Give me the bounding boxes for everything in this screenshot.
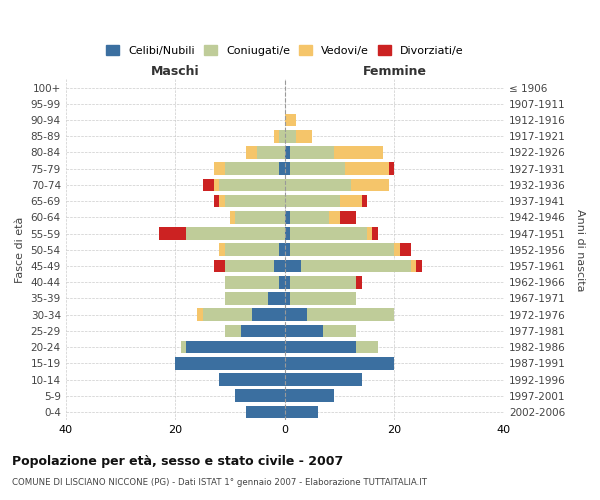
Bar	[285, 130, 296, 142]
Bar	[219, 178, 285, 192]
Y-axis label: Fasce di età: Fasce di età	[15, 216, 25, 283]
Bar	[356, 276, 362, 288]
Bar	[224, 260, 274, 272]
Bar	[340, 195, 362, 207]
Bar	[280, 162, 285, 175]
Bar	[290, 211, 329, 224]
Bar	[235, 390, 285, 402]
Text: COMUNE DI LISCIANO NICCONE (PG) - Dati ISTAT 1° gennaio 2007 - Elaborazione TUTT: COMUNE DI LISCIANO NICCONE (PG) - Dati I…	[12, 478, 427, 487]
Bar	[367, 228, 373, 240]
Text: Popolazione per età, sesso e stato civile - 2007: Popolazione per età, sesso e stato civil…	[12, 455, 343, 468]
Bar	[274, 260, 285, 272]
Bar	[285, 178, 350, 192]
Bar	[224, 324, 241, 337]
Bar	[285, 308, 307, 321]
Bar	[175, 357, 285, 370]
Bar	[285, 292, 290, 305]
Bar	[285, 341, 356, 353]
Bar	[362, 195, 367, 207]
Text: Maschi: Maschi	[151, 64, 200, 78]
Y-axis label: Anni di nascita: Anni di nascita	[575, 208, 585, 291]
Bar	[373, 228, 378, 240]
Bar	[307, 308, 394, 321]
Bar	[219, 195, 224, 207]
Bar	[334, 146, 383, 159]
Bar	[214, 178, 219, 192]
Bar	[394, 244, 400, 256]
Bar	[290, 162, 345, 175]
Bar	[203, 178, 214, 192]
Bar	[290, 228, 367, 240]
Bar	[345, 162, 389, 175]
Bar	[285, 211, 290, 224]
Bar	[285, 114, 296, 126]
Bar	[389, 162, 394, 175]
Bar	[280, 276, 285, 288]
Bar	[296, 130, 312, 142]
Bar	[230, 211, 235, 224]
Bar	[285, 374, 362, 386]
Bar	[356, 341, 378, 353]
Bar	[323, 324, 356, 337]
Bar	[186, 228, 285, 240]
Bar	[285, 357, 394, 370]
Bar	[290, 146, 334, 159]
Bar	[280, 244, 285, 256]
Bar	[416, 260, 422, 272]
Bar	[224, 276, 280, 288]
Bar	[400, 244, 411, 256]
Bar	[241, 324, 285, 337]
Bar	[219, 244, 224, 256]
Bar	[350, 178, 389, 192]
Bar	[268, 292, 285, 305]
Bar	[285, 276, 290, 288]
Bar	[329, 211, 340, 224]
Bar	[235, 211, 285, 224]
Bar	[280, 130, 285, 142]
Bar	[285, 195, 340, 207]
Bar	[224, 195, 285, 207]
Bar	[219, 374, 285, 386]
Bar	[285, 244, 290, 256]
Bar	[285, 162, 290, 175]
Bar	[181, 341, 186, 353]
Bar	[285, 146, 290, 159]
Bar	[257, 146, 285, 159]
Bar	[285, 406, 317, 418]
Bar	[247, 146, 257, 159]
Bar	[340, 211, 356, 224]
Bar	[159, 228, 186, 240]
Bar	[186, 341, 285, 353]
Bar	[224, 162, 280, 175]
Bar	[252, 308, 285, 321]
Bar	[214, 260, 224, 272]
Bar	[214, 162, 224, 175]
Bar	[214, 195, 219, 207]
Bar	[290, 244, 394, 256]
Bar	[301, 260, 411, 272]
Bar	[285, 228, 290, 240]
Legend: Celibi/Nubili, Coniugati/e, Vedovi/e, Divorziati/e: Celibi/Nubili, Coniugati/e, Vedovi/e, Di…	[101, 41, 468, 60]
Bar	[203, 308, 252, 321]
Text: Femmine: Femmine	[362, 64, 427, 78]
Bar	[224, 244, 280, 256]
Bar	[290, 292, 356, 305]
Bar	[290, 276, 356, 288]
Bar	[285, 324, 323, 337]
Bar	[224, 292, 268, 305]
Bar	[247, 406, 285, 418]
Bar	[285, 260, 301, 272]
Bar	[285, 390, 334, 402]
Bar	[274, 130, 280, 142]
Bar	[411, 260, 416, 272]
Bar	[197, 308, 203, 321]
